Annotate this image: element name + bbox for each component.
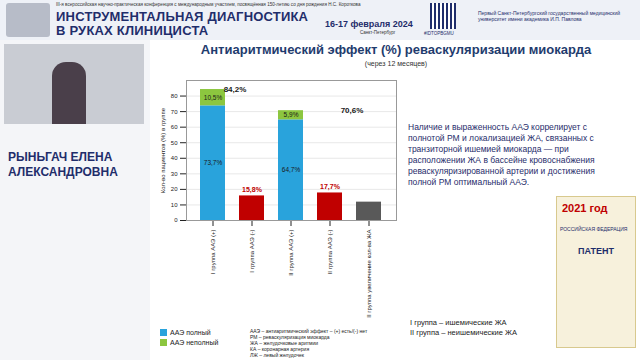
svg-text:70: 70: [171, 109, 178, 115]
html-text:2021 год: 2021 год: [562, 202, 608, 214]
svg-text:Кол-во пациентов (%) в группе: Кол-во пациентов (%) в группе: [160, 107, 166, 193]
svg-text:II группа увеличение кол-ва ЖА: II группа увеличение кол-ва ЖА: [366, 230, 372, 318]
html-text:III-я всероссийская научно-пра: III-я всероссийская научно-практическая …: [56, 2, 361, 7]
svg-text:80: 80: [171, 93, 178, 99]
svg-text:60: 60: [171, 124, 178, 130]
svg-text:17,7%: 17,7%: [320, 183, 341, 191]
svg-text:70,6%: 70,6%: [341, 106, 364, 115]
html-text:РМ – реваскуляризация миокарда: РМ – реваскуляризация миокарда: [250, 334, 330, 340]
html-text:#IDTOPBGMU: #IDTOPBGMU: [424, 31, 454, 36]
html-text:Наличие и выраженность ААЭ кор: Наличие и выраженность ААЭ коррелирует с…: [408, 122, 595, 187]
svg-text:10,5%: 10,5%: [204, 94, 223, 101]
html-text:РЫНЬГАЧ ЕЛЕНА АЛЕКСАНДРОВНА: РЫНЬГАЧ ЕЛЕНА АЛЕКСАНДРОВНА: [8, 150, 118, 179]
html-text:ААЭ неполный: ААЭ неполный: [170, 339, 219, 346]
html-text:Антиаритмический эффект (%) ре: Антиаритмический эффект (%) реваскуляриз…: [200, 42, 592, 57]
html-text:Санкт-Петербург: Санкт-Петербург: [360, 30, 396, 35]
html-text:Первый Санкт-Петербургский гос: Первый Санкт-Петербургский государственн…: [478, 10, 621, 22]
html-text:16-17 февраля 2024: 16-17 февраля 2024: [325, 19, 413, 29]
svg-text:50: 50: [171, 140, 178, 146]
svg-text:5,9%: 5,9%: [284, 111, 299, 118]
svg-text:64,7%: 64,7%: [282, 166, 301, 173]
html-text:ИНСТРУМЕНТАЛЬНАЯ ДИАГНОСТИКА: ИНСТРУМЕНТАЛЬНАЯ ДИАГНОСТИКА: [56, 9, 309, 24]
svg-text:30: 30: [171, 171, 178, 177]
html-text:ААЭ – антиаритмический эффект: ААЭ – антиаритмический эффект – (+) есть…: [250, 328, 368, 334]
svg-text:I группа ААЭ (+): I группа ААЭ (+): [210, 230, 216, 275]
html-text:ЛЖ – левый желудочек: ЛЖ – левый желудочек: [250, 352, 304, 358]
svg-text:0: 0: [174, 217, 178, 223]
svg-text:II группа ААЭ (+): II группа ААЭ (+): [288, 229, 294, 275]
svg-text:73,7%: 73,7%: [204, 159, 223, 166]
svg-text:I группа ААЭ (-): I группа ААЭ (-): [249, 229, 255, 272]
svg-text:II группа ААЭ (-): II группа ААЭ (-): [327, 230, 333, 275]
html-text:В РУКАХ КЛИНИЦИСТА: В РУКАХ КЛИНИЦИСТА: [56, 23, 209, 38]
html-text:ААЭ полный: ААЭ полный: [170, 329, 211, 336]
html-text:ЖА – желудочковые аритмии: ЖА – желудочковые аритмии: [250, 340, 318, 346]
html-text:I группа – ишемические ЖА: I группа – ишемические ЖА: [410, 318, 507, 327]
svg-text:15,8%: 15,8%: [242, 186, 263, 194]
html-text:КА – коронарная артерия: КА – коронарная артерия: [250, 346, 310, 352]
svg-text:40: 40: [171, 155, 178, 161]
svg-text:84,2%: 84,2%: [224, 85, 247, 94]
html-text:(через 12 месяцев): (через 12 месяцев): [364, 60, 428, 67]
svg-text:10: 10: [171, 202, 178, 208]
html-text:РОССИЙСКАЯ ФЕДЕРАЦИЯ: РОССИЙСКАЯ ФЕДЕРАЦИЯ: [560, 226, 628, 232]
html-text:II группа – неишемические ЖА: II группа – неишемические ЖА: [410, 328, 517, 337]
svg-text:20: 20: [171, 186, 178, 192]
html-text:ПАТЕНТ: ПАТЕНТ: [578, 246, 614, 256]
